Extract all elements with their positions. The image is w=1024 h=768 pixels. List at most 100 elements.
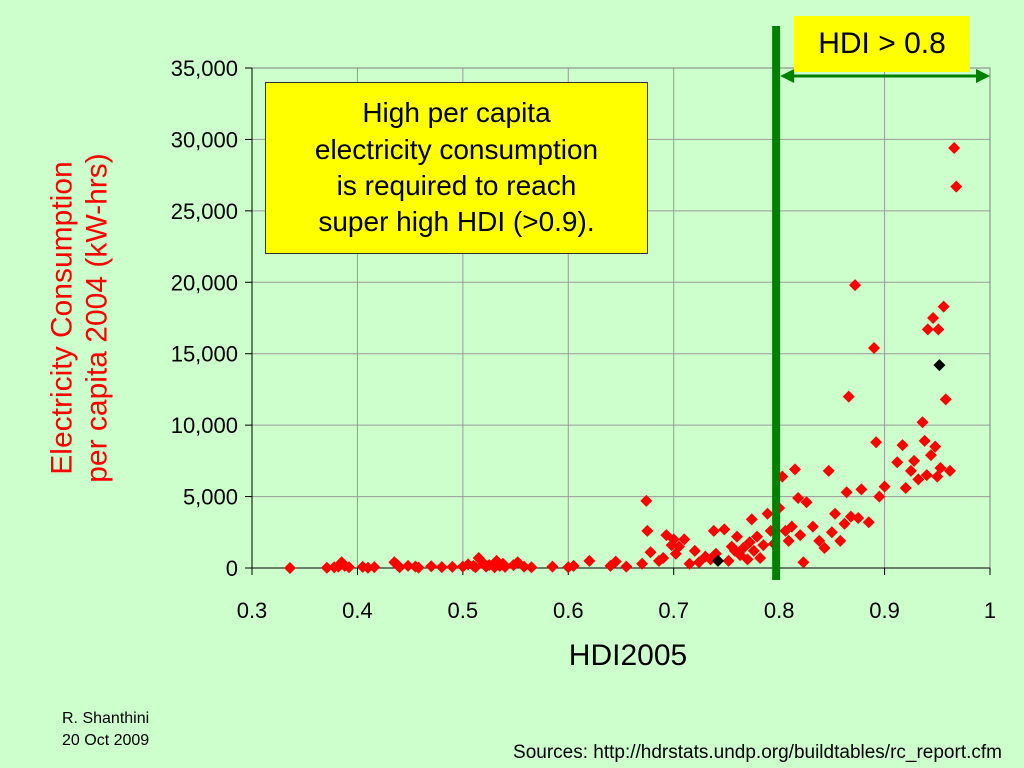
data-point [891, 456, 904, 469]
hdi-threshold-label: HDI > 0.8 [794, 16, 970, 72]
x-tick-label: 0.8 [764, 598, 795, 623]
data-point [927, 312, 940, 324]
data-point [825, 526, 838, 539]
data-point [937, 300, 950, 313]
data-point [948, 142, 961, 154]
data-point [609, 555, 622, 568]
y-tick-label: 15,000 [171, 342, 238, 367]
author-name: R. Shanthini [62, 710, 150, 727]
data-point [567, 559, 580, 572]
x-axis-label: HDI2005 [568, 639, 688, 672]
data-point [718, 523, 731, 536]
data-point [950, 180, 963, 193]
data-point [320, 561, 333, 574]
data-point [741, 553, 754, 566]
data-point [747, 544, 760, 557]
data-point [929, 440, 942, 453]
x-tick-label: 0.5 [448, 598, 479, 623]
data-point [918, 434, 931, 447]
data-point [939, 393, 952, 406]
y-tick-label: 10,000 [171, 413, 238, 438]
callout-box: High per capita electricity consumption … [265, 82, 648, 254]
data-point [862, 516, 875, 529]
x-tick-labels: 0.3 0.4 0.5 0.6 0.7 0.8 0.9 1 [237, 598, 996, 623]
data-point [838, 517, 851, 530]
data-point [794, 529, 807, 542]
hdi-range-arrow [780, 69, 990, 83]
y-tick-label: 5,000 [183, 485, 238, 510]
x-tick-label: 0.7 [658, 598, 689, 623]
data-point [688, 544, 701, 557]
data-point [393, 561, 406, 574]
data-point [924, 449, 937, 462]
data-point [800, 496, 813, 509]
sources-text: Sources: http://hdrstats.undp.org/buildt… [513, 742, 1002, 763]
data-point [707, 524, 720, 537]
arrow-head-left [780, 69, 795, 83]
data-point [435, 561, 448, 574]
data-point [813, 534, 826, 547]
x-tick-label: 0.9 [869, 598, 900, 623]
data-point [546, 560, 559, 573]
x-tick-label: 0.4 [342, 598, 373, 623]
data-point [782, 534, 795, 547]
data-point [840, 486, 853, 499]
data-point [792, 492, 805, 504]
data-point [641, 524, 654, 537]
y-axis-label-line: per capita 2004 (kW-hrs) [81, 153, 114, 483]
y-tick-label: 20,000 [171, 270, 238, 295]
data-point [761, 507, 774, 520]
data-point [737, 542, 750, 554]
data-point [499, 560, 512, 573]
data-point [640, 494, 653, 507]
data-point [620, 560, 633, 573]
data-point [518, 560, 531, 573]
data-point [932, 323, 945, 336]
data-point [693, 556, 706, 569]
data-point [852, 512, 865, 524]
data-point [849, 279, 862, 292]
data-point [842, 390, 855, 403]
data-point [657, 552, 670, 564]
callout-line: super high HDI (>0.9). [318, 206, 595, 238]
data-point [751, 530, 764, 543]
data-point [425, 560, 438, 573]
data-point [722, 554, 735, 567]
author-date: 20 Oct 2009 [62, 731, 150, 749]
y-tick-label: 30,000 [171, 127, 238, 152]
y-axis-label: Electricity Consumption per capita 2004 … [45, 153, 116, 483]
data-point [745, 513, 758, 526]
data-point [757, 539, 770, 552]
data-point [822, 464, 835, 477]
data-point [834, 534, 847, 547]
y-axis-label-line: Electricity Consumption [45, 161, 79, 475]
data-point [469, 561, 482, 574]
data-point [921, 323, 934, 336]
data-point [667, 533, 680, 546]
highlight-point [933, 359, 946, 372]
arrow-head-right [976, 69, 990, 83]
data-point [829, 507, 842, 520]
data-point [873, 490, 886, 503]
data-point [446, 560, 459, 573]
data-point [785, 520, 798, 533]
data-point [683, 557, 696, 570]
callout-line: High per capita [362, 97, 551, 129]
data-point [896, 439, 909, 452]
data-point [908, 454, 921, 467]
data-point [730, 530, 743, 543]
data-point [904, 464, 917, 477]
data-point [916, 416, 929, 429]
data-point [644, 546, 657, 559]
data-point [868, 342, 881, 354]
data-point [870, 436, 883, 449]
data-point [912, 473, 925, 486]
data-point [943, 464, 956, 477]
callout-line: is required to reach [336, 170, 577, 201]
data-point [412, 561, 425, 574]
data-point [788, 463, 801, 476]
x-tick-label: 0.3 [237, 598, 268, 623]
x-tick-label: 0.6 [553, 598, 584, 623]
y-tick-label: 0 [226, 556, 238, 581]
